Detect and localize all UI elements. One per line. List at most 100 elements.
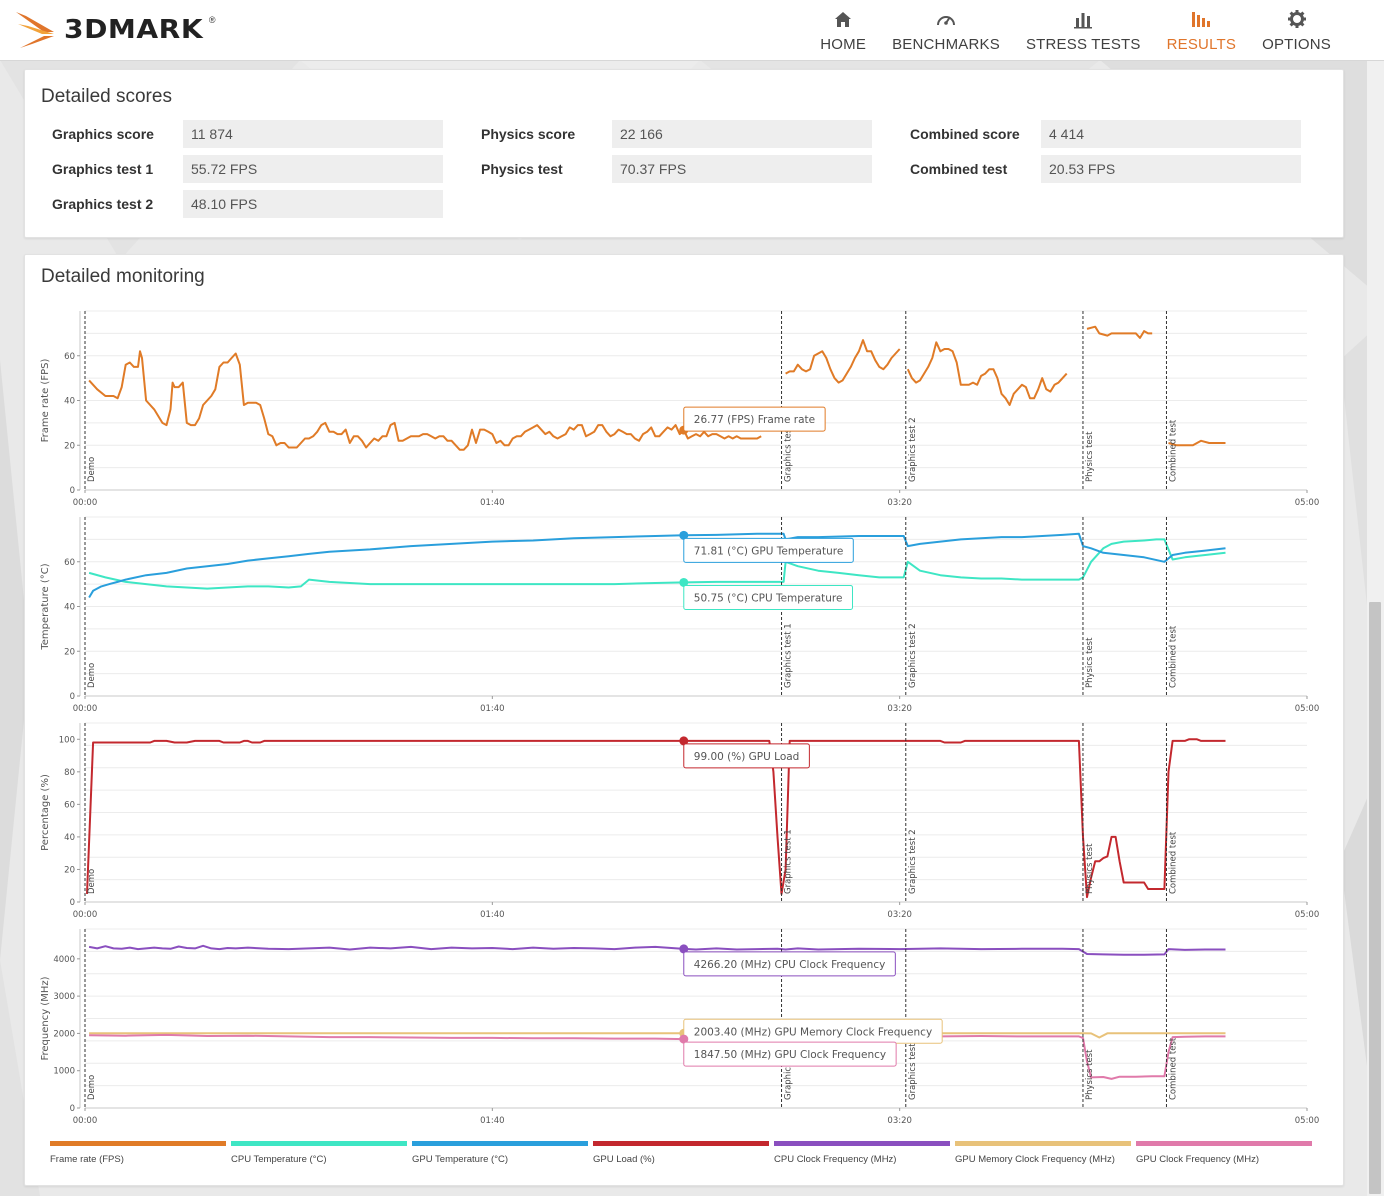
- series-line-1: [89, 1032, 1226, 1039]
- test-marker-label: Graphics test 1: [784, 623, 794, 688]
- test-marker-label: Graphics test 2: [908, 417, 918, 482]
- x-tick-label: 03:20: [887, 910, 912, 920]
- nav-options-label: OPTIONS: [1262, 36, 1331, 53]
- test-marker-label: Physics test: [1085, 637, 1095, 688]
- detailed-scores-card: Detailed scores Graphics score 11 874 Gr…: [24, 69, 1344, 238]
- tooltip-text: 1847.50 (MHz) GPU Clock Frequency: [694, 1049, 886, 1061]
- y-tick-label: 1000: [53, 1067, 75, 1077]
- combined-test-value: 20.53 FPS: [1041, 155, 1301, 183]
- x-tick-label: 00:00: [73, 498, 98, 508]
- tooltip-text: 71.81 (°C) GPU Temperature: [694, 545, 844, 557]
- x-tick-label: 05:00: [1295, 498, 1320, 508]
- tooltip-text: 2003.40 (MHz) GPU Memory Clock Frequency: [694, 1026, 932, 1038]
- tooltip-text: 4266.20 (MHz) CPU Clock Frequency: [694, 959, 886, 971]
- y-tick-label: 20: [64, 441, 75, 451]
- y-tick-label: 40: [64, 833, 75, 843]
- combined-score-row: Combined score 4 414: [910, 120, 1301, 148]
- graphics-test1-row: Graphics test 1 55.72 FPS: [52, 155, 443, 183]
- legend-label: GPU Clock Frequency (MHz): [1136, 1154, 1259, 1165]
- y-tick-label: 0: [70, 1104, 75, 1114]
- physics-test-value: 70.37 FPS: [612, 155, 872, 183]
- scrollbar-thumb[interactable]: [1369, 602, 1381, 1194]
- physics-score-value: 22 166: [612, 120, 872, 148]
- y-tick-label: 60: [64, 352, 75, 362]
- series-line-0: [86, 738, 1226, 899]
- test-marker-label: Combined test: [1168, 625, 1178, 688]
- legend-swatch: [1136, 1141, 1312, 1146]
- legend-swatch: [412, 1141, 588, 1146]
- test-marker-label: Graphics test 1: [784, 829, 794, 894]
- tooltip-point[interactable]: [679, 736, 689, 746]
- chart-panel-0: 0 20 40 60 00:00 01:40 03:20 05:00 Frame rate (F…: [40, 310, 1320, 508]
- nav-stress-tests[interactable]: STRESS TESTS: [1013, 0, 1154, 60]
- gauge-icon: [935, 8, 957, 30]
- series-line-0: [88, 944, 1226, 956]
- series-line-0: [88, 350, 762, 451]
- y-tick-label: 20: [64, 865, 75, 875]
- series-line-0: [1086, 325, 1153, 339]
- legend-item[interactable]: CPU Temperature (°C): [231, 1141, 407, 1165]
- x-tick-label: 01:40: [480, 1116, 505, 1126]
- combined-test-label: Combined test: [910, 161, 1008, 177]
- y-tick-label: 60: [64, 558, 75, 568]
- legend-item[interactable]: GPU Load (%): [593, 1141, 769, 1165]
- graphics-score-label: Graphics score: [52, 126, 154, 142]
- x-tick-label: 01:40: [480, 910, 505, 920]
- legend-item[interactable]: Frame rate (FPS): [50, 1141, 226, 1165]
- tooltip-point[interactable]: [679, 944, 689, 954]
- series-line-0: [1168, 439, 1226, 447]
- tooltip-text: 50.75 (°C) CPU Temperature: [694, 592, 843, 604]
- legend-swatch: [774, 1141, 950, 1146]
- test-marker-label: Demo: [87, 869, 97, 894]
- nav-options[interactable]: OPTIONS: [1249, 0, 1344, 60]
- physics-test-label: Physics test: [481, 161, 563, 177]
- test-marker-label: Physics test: [1085, 843, 1095, 894]
- tooltip-box: [683, 584, 853, 610]
- home-icon: [833, 8, 853, 30]
- nav-benchmarks-label: BENCHMARKS: [892, 36, 1000, 53]
- tooltip-point[interactable]: [679, 1034, 689, 1044]
- tooltip-box: [683, 743, 810, 769]
- nav-home[interactable]: HOME: [807, 0, 879, 60]
- series-line-0: [785, 339, 901, 384]
- test-marker-label: Physics test: [1085, 431, 1095, 482]
- test-marker-label: Combined test: [1168, 1037, 1178, 1100]
- series-line-2: [89, 1033, 1226, 1080]
- series-line-0: [88, 538, 1226, 590]
- legend-item[interactable]: CPU Clock Frequency (MHz): [774, 1141, 950, 1165]
- logo-registered-mark: ®: [208, 15, 216, 25]
- test-marker-label: Combined test: [1168, 419, 1178, 482]
- x-tick-label: 00:00: [73, 1116, 98, 1126]
- nav-results-label: RESULTS: [1166, 36, 1237, 53]
- app-logo[interactable]: 3DMARK ®: [14, 6, 215, 54]
- test-marker-label: Demo: [87, 457, 97, 482]
- nav-home-label: HOME: [820, 36, 867, 53]
- y-axis-label: Percentage (%): [40, 774, 51, 851]
- test-marker-label: Graphics test 2: [908, 829, 918, 894]
- x-tick-label: 03:20: [887, 704, 912, 714]
- tooltip-point[interactable]: [679, 530, 689, 540]
- test-marker-label: Demo: [87, 663, 97, 688]
- detailed-scores-title: Detailed scores: [41, 86, 172, 107]
- y-tick-label: 2000: [53, 1029, 75, 1039]
- tooltip-box: [683, 951, 896, 977]
- nav-results[interactable]: RESULTS: [1154, 0, 1249, 60]
- test-marker-label: Graphics test 2: [908, 1035, 918, 1100]
- legend-item[interactable]: GPU Clock Frequency (MHz): [1136, 1141, 1312, 1165]
- legend-item[interactable]: GPU Memory Clock Frequency (MHz): [955, 1141, 1131, 1165]
- graphics-test2-row: Graphics test 2 48.10 FPS: [52, 190, 443, 218]
- tooltip-point[interactable]: [679, 577, 689, 587]
- legend-label: CPU Clock Frequency (MHz): [774, 1154, 897, 1165]
- x-tick-label: 03:20: [887, 1116, 912, 1126]
- results-icon: [1190, 8, 1212, 30]
- x-tick-label: 01:40: [480, 704, 505, 714]
- legend-swatch: [50, 1141, 226, 1146]
- bar-chart-icon: [1073, 8, 1093, 30]
- chart-panel-1: 0 20 40 60 00:00 01:40 03:20 05:00 Temperature (…: [40, 516, 1319, 714]
- nav-benchmarks[interactable]: BENCHMARKS: [879, 0, 1013, 60]
- logo-swoosh-icon: [16, 12, 54, 48]
- tooltip-box: [683, 537, 854, 563]
- physics-score-row: Physics score 22 166: [481, 120, 872, 148]
- legend-item[interactable]: GPU Temperature (°C): [412, 1141, 588, 1165]
